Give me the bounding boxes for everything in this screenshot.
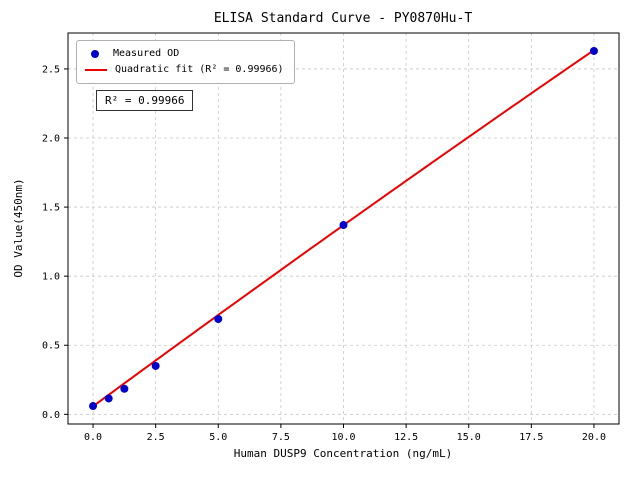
x-axis-label: Human DUSP9 Concentration (ng/mL): [234, 447, 453, 460]
line-marker-icon: [85, 69, 107, 71]
y-axis-label: OD Value(450nm): [12, 178, 25, 277]
svg-text:7.5: 7.5: [272, 432, 290, 443]
svg-text:2.0: 2.0: [42, 134, 60, 145]
svg-text:5.0: 5.0: [209, 432, 227, 443]
svg-text:15.0: 15.0: [457, 432, 481, 443]
svg-text:12.5: 12.5: [394, 432, 418, 443]
svg-text:1.5: 1.5: [42, 203, 60, 214]
svg-text:2.5: 2.5: [147, 432, 165, 443]
svg-text:20.0: 20.0: [582, 432, 606, 443]
svg-text:17.5: 17.5: [519, 432, 543, 443]
scatter-marker-icon: [91, 50, 99, 58]
svg-text:0.0: 0.0: [42, 410, 60, 421]
legend-item-quadratic-fit: Quadratic fit (R² = 0.99966): [85, 62, 284, 78]
legend-label-measured-od: Measured OD: [113, 48, 180, 59]
legend-item-measured-od: Measured OD: [85, 46, 284, 62]
legend: Measured OD Quadratic fit (R² = 0.99966): [76, 40, 295, 84]
r-squared-annotation: R² = 0.99966: [96, 90, 194, 111]
svg-text:0.5: 0.5: [42, 341, 60, 352]
svg-text:2.5: 2.5: [42, 64, 60, 75]
chart-title: ELISA Standard Curve - PY0870Hu-T: [214, 11, 472, 26]
svg-text:1.0: 1.0: [42, 272, 60, 283]
legend-label-quadratic-fit: Quadratic fit (R² = 0.99966): [115, 64, 284, 75]
svg-text:10.0: 10.0: [331, 432, 355, 443]
svg-text:0.0: 0.0: [84, 432, 102, 443]
